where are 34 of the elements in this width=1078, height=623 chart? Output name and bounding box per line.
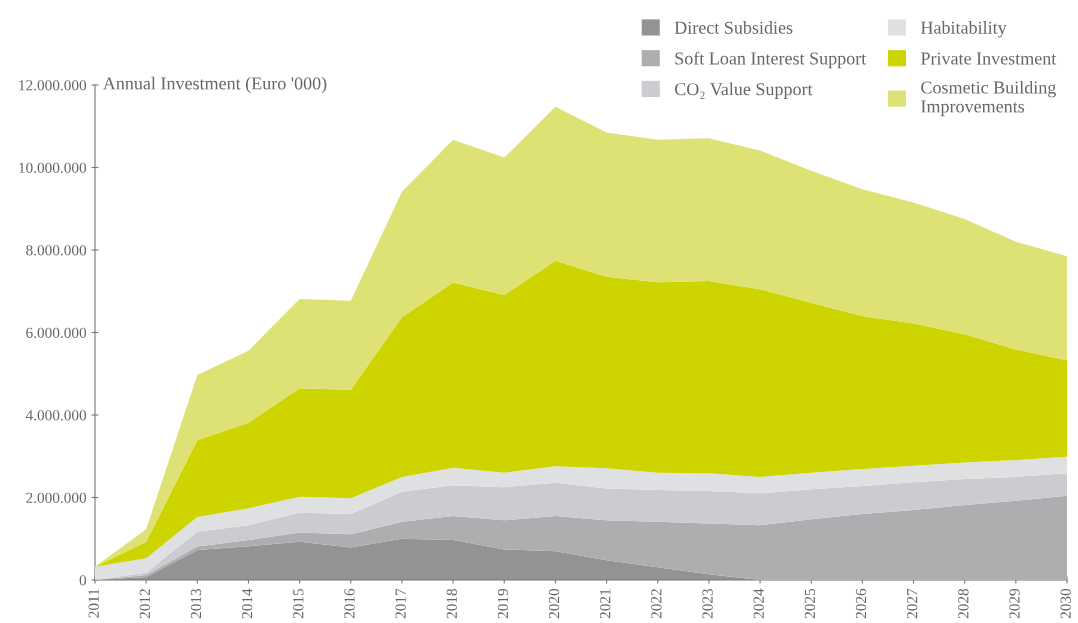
x-tick-label: 2029 <box>1009 588 1020 619</box>
x-tick-label: 2019 <box>497 588 509 619</box>
y-tick-label: 4.000.000 <box>25 410 87 421</box>
x-tick-label: 2015 <box>293 588 304 619</box>
legend-label: Soft Loan Interest Support <box>675 51 867 69</box>
legend-label: Cosmetic Building Improvements <box>921 80 1057 117</box>
legend-label: CO₂ Value Support <box>674 82 813 99</box>
x-tick-label: 2026 <box>855 588 867 619</box>
y-tick-label: 2.000.000 <box>26 492 87 504</box>
legend-label: Direct Subsidies <box>674 21 793 34</box>
y-tick-label: 8.000.000 <box>26 245 87 256</box>
x-tick-label: 2018 <box>446 588 457 619</box>
x-tick-label: 2023 <box>702 588 713 619</box>
x-tick-label: 2022 <box>651 589 662 619</box>
legend-label: Habitability <box>920 21 1007 38</box>
x-tick-label: 2020 <box>548 588 560 619</box>
x-tick-label: 2028 <box>958 588 969 619</box>
x-tick-label: 2027 <box>907 588 918 619</box>
x-tick-label: 2014 <box>241 588 253 619</box>
y-tick-label: 10.000.000 <box>19 162 87 174</box>
x-tick-label: 2011 <box>88 589 99 618</box>
x-tick-label: 2025 <box>804 588 816 619</box>
x-tick-label: 2030 <box>1060 588 1071 619</box>
x-tick-label: 2013 <box>190 588 202 619</box>
x-tick-label: 2016 <box>344 588 355 619</box>
y-axis-title: Annual Investment (Euro '000) <box>102 76 327 94</box>
y-tick-label: 12.000.000 <box>19 80 87 91</box>
legend-label: Private Investment <box>920 52 1057 65</box>
y-tick-label: 0 <box>79 575 87 586</box>
x-tick-label: 2012 <box>139 589 150 619</box>
x-tick-label: 2021 <box>600 589 611 619</box>
x-tick-label: 2024 <box>753 588 764 619</box>
x-tick-label: 2017 <box>395 588 406 619</box>
y-tick-label: 6.000.000 <box>26 327 87 339</box>
